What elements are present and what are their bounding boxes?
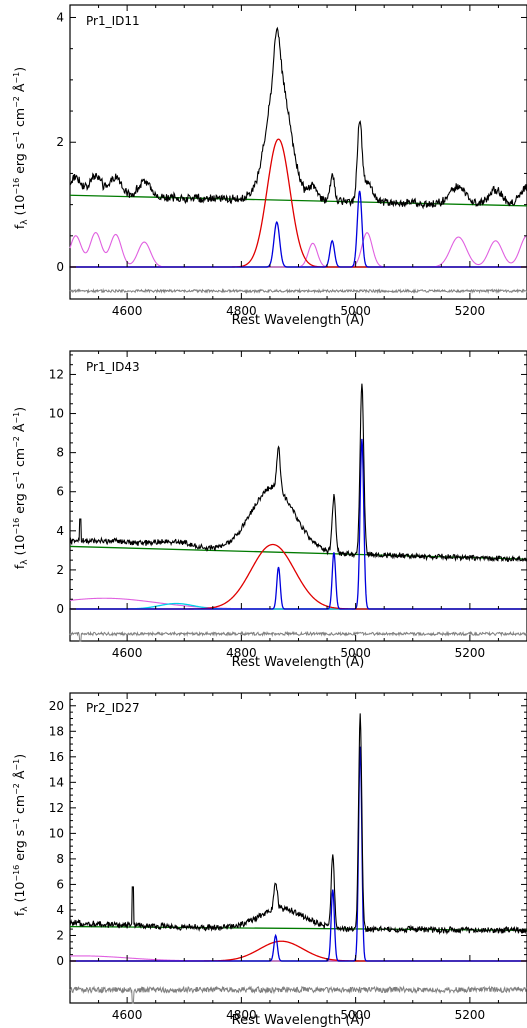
panel-2-residual-area: [69, 630, 527, 642]
panel-2-x-axis-label: Rest Wavelength (Å): [232, 654, 365, 670]
panel-3-main-frame: [69, 692, 527, 962]
x-tick-label: 4800: [226, 304, 257, 318]
panel-3: 4600 4800 5000 5200 0 2 4 6 8 10 12 14 16 18 20 Pr2_ID…: [12, 692, 527, 1028]
observed-spectrum-line: [69, 383, 527, 563]
continuum-line: [69, 194, 527, 207]
panel-1-residual-area: [69, 287, 527, 295]
y-tick-label: 6: [56, 485, 64, 499]
panel-2: 4600 4800 5000 5200 0 2 4 6 8 10 12 Pr1_ID43 Rest …: [12, 350, 527, 670]
panel-1-axes: 4600 4800 5000 5200 0 2 4: [56, 5, 527, 318]
y-tick-label: 12: [49, 367, 64, 381]
y-tick-label: 2: [56, 563, 64, 577]
panel-2-main-frame: [69, 350, 527, 610]
panel-3-residual-frame: [69, 960, 527, 1004]
panel-3-residual-area: [69, 985, 527, 1004]
panel-3-plot-area: [69, 713, 527, 962]
x-tick-label: 4600: [112, 646, 143, 660]
panel-3-y-axis-label: fλ (10−16 erg s−1 cm−2 Å−1): [12, 754, 30, 916]
x-tick-label: 5200: [455, 304, 486, 318]
panel-1-x-axis-label: Rest Wavelength (Å): [232, 312, 365, 328]
x-tick-label: 5200: [455, 646, 486, 660]
panel-3-x-axis-label: Rest Wavelength (Å): [232, 1012, 365, 1028]
panel-1-label: Pr1_ID11: [86, 14, 140, 28]
panel-3-label: Pr2_ID27: [86, 701, 140, 715]
x-tick-label: 4600: [112, 304, 143, 318]
panel-2-label: Pr1_ID43: [86, 360, 140, 374]
panel-2-axes: 4600 4800 5000 5200 0 2 4 6 8 10 12: [49, 351, 527, 660]
y-tick-label: 0: [56, 260, 64, 274]
observed-spectrum-line: [69, 26, 527, 210]
residual-line: [69, 287, 527, 295]
y-tick-label: 0: [56, 954, 64, 968]
panel-1-residual-frame: [69, 266, 527, 300]
x-tick-label: 4800: [226, 1008, 257, 1022]
panel-1-main-frame: [69, 4, 527, 268]
y-tick-label: 4: [56, 10, 64, 24]
x-tick-label: 5000: [340, 1008, 371, 1022]
y-tick-label: 18: [49, 724, 64, 738]
panel-1-y-axis-label: fλ (10−16 erg s−1 cm−2 Å−1): [12, 67, 30, 229]
panel-1: 4600 4800 5000 5200 0 2 4 Pr1_ID11 Rest Wavele…: [12, 4, 527, 328]
panel-1-plot-area: [69, 26, 527, 268]
y-tick-label: 14: [49, 775, 64, 789]
residual-line: [69, 985, 527, 1004]
y-tick-label: 6: [56, 877, 64, 891]
x-tick-label: 5200: [455, 1008, 486, 1022]
narrow-lines-line: [70, 438, 527, 610]
y-tick-label: 2: [56, 135, 64, 149]
y-tick-label: 2: [56, 928, 64, 942]
panel-2-residual-frame: [69, 608, 527, 642]
residual-line: [69, 630, 527, 642]
narrow-lines-line: [70, 190, 527, 268]
observed-spectrum-line: [69, 713, 527, 935]
x-tick-label: 4600: [112, 1008, 143, 1022]
y-tick-label: 8: [56, 446, 64, 460]
y-tick-label: 8: [56, 852, 64, 866]
panel-2-y-axis-label: fλ (10−16 erg s−1 cm−2 Å−1): [12, 407, 30, 569]
y-tick-label: 20: [49, 699, 64, 713]
y-tick-label: 4: [56, 524, 64, 538]
y-tick-label: 16: [49, 750, 64, 764]
y-tick-label: 10: [49, 826, 64, 840]
y-tick-label: 4: [56, 903, 64, 917]
x-tick-label: 5000: [340, 304, 371, 318]
y-tick-label: 10: [49, 407, 64, 421]
y-tick-label: 0: [56, 602, 64, 616]
broad-hbeta-line: [70, 543, 527, 610]
x-tick-label: 5000: [340, 646, 371, 660]
broad-hbeta-line: [70, 138, 527, 268]
y-tick-label: 12: [49, 801, 64, 815]
panel-2-plot-area: [69, 383, 527, 610]
x-tick-label: 4800: [226, 646, 257, 660]
panel-3-axes: 4600 4800 5000 5200 0 2 4 6 8 10 12 14 16 18 20: [49, 692, 527, 1022]
